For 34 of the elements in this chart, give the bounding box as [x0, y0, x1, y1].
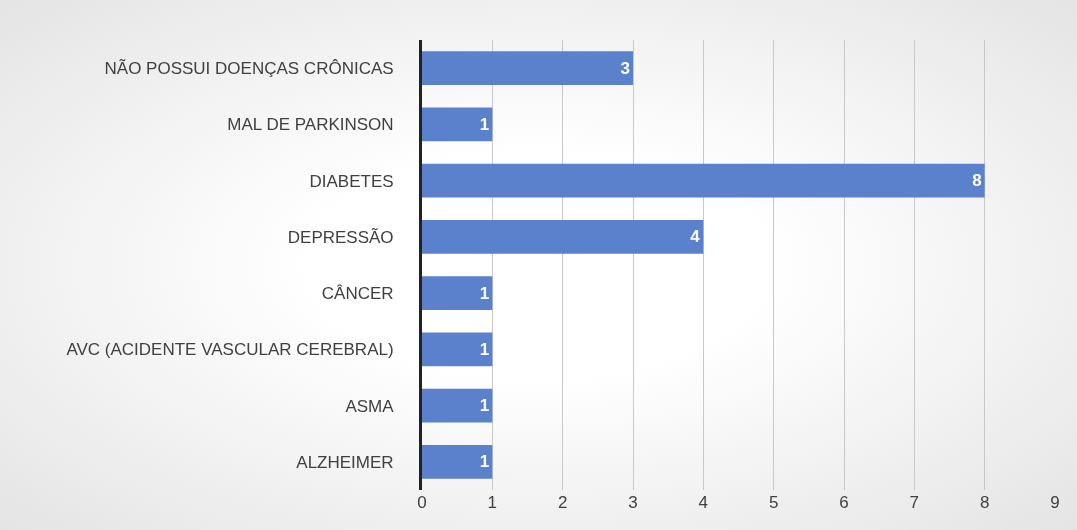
- y-tick-label: ASMA: [345, 396, 395, 416]
- bar: [422, 220, 704, 254]
- bar: [422, 107, 493, 142]
- data-label: 1: [479, 452, 490, 472]
- bar: [422, 445, 493, 479]
- y-tick-label: DEPRESSÃO: [287, 227, 394, 247]
- y-tick-label: AVC (ACIDENTE VASCULAR CEREBRAL): [66, 340, 394, 360]
- x-tick-label: 5: [768, 493, 779, 512]
- y-tick-label: CÂNCER: [321, 284, 394, 304]
- x-tick-label: 2: [557, 493, 568, 512]
- bar: [422, 276, 493, 310]
- data-label: 3: [620, 58, 630, 78]
- y-tick-label: NÃO POSSUI DOENÇAS CRÔNICAS: [104, 59, 394, 79]
- x-tick-label: 9: [1050, 493, 1060, 512]
- y-tick-label: ALZHEIMER: [296, 452, 394, 472]
- y-tick-label: MAL DE PARKINSON: [227, 115, 394, 135]
- y-tick-label: DIABETES: [309, 171, 394, 191]
- data-label: 4: [690, 227, 701, 247]
- data-label: 8: [972, 171, 982, 191]
- x-tick-label: 6: [839, 493, 849, 512]
- x-tick-label: 7: [909, 493, 920, 512]
- x-tick-label: 0: [417, 493, 427, 512]
- x-tick-label: 3: [628, 493, 638, 512]
- x-tick-label: 4: [698, 493, 709, 512]
- bar: [422, 388, 493, 423]
- bar: [422, 332, 493, 367]
- x-tick-label: 1: [487, 493, 498, 512]
- data-label: 1: [479, 114, 490, 134]
- bar: [422, 51, 633, 85]
- data-label: 1: [479, 283, 490, 303]
- data-label: 1: [479, 396, 490, 416]
- bar: [422, 163, 985, 198]
- x-tick-label: 8: [979, 493, 990, 512]
- data-label: 1: [479, 339, 490, 359]
